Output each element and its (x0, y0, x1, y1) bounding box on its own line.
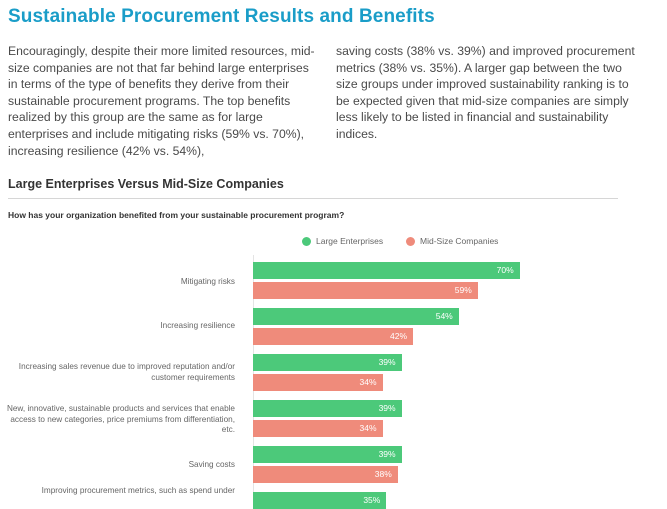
legend-swatch-large (302, 236, 311, 246)
category-label: New, innovative, sustainable products an… (6, 404, 235, 434)
bar-large-enterprises: 70% (253, 262, 520, 279)
bar-mid-size-companies: 34% (253, 374, 383, 391)
bar-value-label: 39% (378, 403, 396, 413)
bar-value-label: 54% (435, 311, 453, 321)
bar-mid-size-companies: 42% (253, 328, 414, 345)
bar-value-label: 34% (359, 423, 377, 433)
category-label: Mitigating risks (180, 277, 235, 286)
category-label: Saving costs (188, 460, 235, 469)
bar-mid-size-companies: 59% (253, 282, 478, 299)
legend-large-enterprises: Large Enterprises (302, 236, 383, 246)
bar-value-label: 70% (496, 265, 514, 275)
category-label: Increasing sales revenue due to improved… (18, 362, 235, 382)
legend-label-large: Large Enterprises (316, 236, 384, 246)
bar-value-label: 39% (378, 449, 396, 459)
bar-mid-size-companies: 34% (253, 420, 383, 437)
bar-large-enterprises: 39% (253, 446, 402, 463)
bar-value-label: 59% (454, 285, 472, 295)
bar-value-label: 39% (378, 357, 396, 367)
bar-large-enterprises: 54% (253, 308, 459, 325)
bar-large-enterprises: 39% (253, 400, 402, 417)
bar-value-label: 34% (359, 377, 377, 387)
bar-large-enterprises: 35% (253, 492, 387, 509)
bar-large-enterprises: 39% (253, 354, 402, 371)
section-heading: Large Enterprises Versus Mid-Size Compan… (8, 177, 284, 191)
page-title: Sustainable Procurement Results and Bene… (8, 6, 435, 27)
bar-mid-size-companies: 38% (253, 466, 398, 483)
bar-value-label: 42% (390, 331, 408, 341)
intro-paragraph-left: Encouragingly, despite their more limite… (8, 44, 315, 158)
section-divider (8, 198, 618, 199)
chart-question: How has your organization benefited from… (8, 210, 345, 220)
bar-value-label: 35% (363, 495, 381, 505)
category-label: Improving procurement metrics, such as s… (41, 486, 235, 495)
category-label: Increasing resilience (160, 321, 235, 330)
intro-paragraph-right: saving costs (38% vs. 39%) and improved … (336, 44, 635, 141)
legend-label-mid: Mid-Size Companies (420, 236, 499, 246)
legend-swatch-mid (406, 236, 415, 246)
bar-value-label: 38% (374, 469, 392, 479)
legend-mid-size-companies: Mid-Size Companies (406, 236, 498, 246)
